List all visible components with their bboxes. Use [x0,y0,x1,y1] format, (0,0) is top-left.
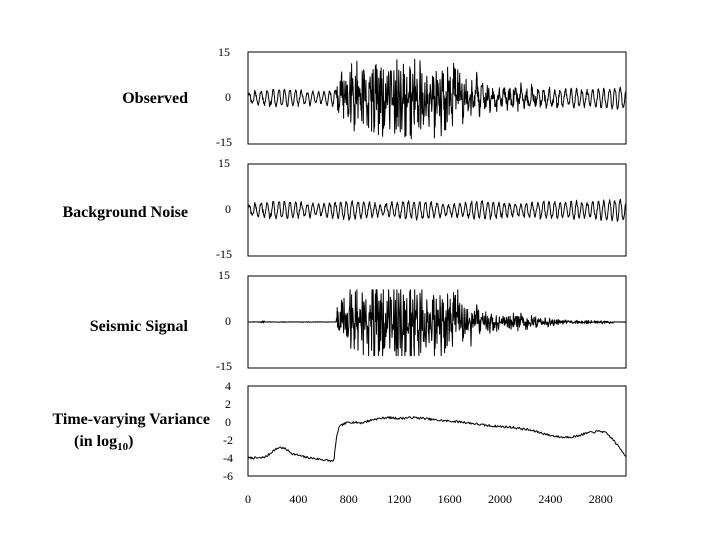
panel-time-varying-variance: Time-varying Variance (in log10) 4 2 0 -2 -4… [53,379,627,506]
variance-xtick: 2400 [538,492,562,506]
trace-seismic-signal [247,289,626,357]
ytick-observed-bottom: -15 [216,135,232,149]
ytick-observed-top: 15 [218,45,230,59]
trace-background-noise [247,198,627,222]
plot-frame-observed [247,51,627,145]
ytick-observed-mid: 0 [225,90,231,104]
variance-xtick: 2000 [488,492,512,506]
variance-xtick: 2800 [589,492,613,506]
trace-observed [247,58,627,140]
plot-frame-background-noise [247,163,627,257]
panel-label-variance-sub: (in log10) [74,433,133,453]
variance-xtick: 800 [340,492,358,506]
panel-label-variance: Time-varying Variance [53,411,210,428]
variance-xtick: 1600 [438,492,462,506]
variance-ytick: -2 [223,433,233,447]
ytick-noise-bottom: -15 [216,247,232,261]
variance-ytick: 2 [225,397,231,411]
panel-label-seismic-signal: Seismic Signal [90,318,189,335]
variance-xtick: 400 [289,492,307,506]
variance-ytick: 4 [225,379,231,393]
panel-observed: Observed 15 0 -15 [122,45,627,149]
ytick-noise-mid: 0 [225,202,231,216]
ytick-signal-top: 15 [218,268,230,282]
ytick-noise-top: 15 [218,156,230,170]
ytick-signal-bottom: -15 [216,359,232,373]
variance-sub-index: 10 [117,441,129,453]
panel-label-background-noise: Background Noise [62,204,188,221]
variance-ytick: -4 [223,451,233,465]
variance-xtick: 0 [245,492,251,506]
variance-sub-text: (in log [74,433,117,450]
panel-label-observed: Observed [122,90,188,107]
variance-yticks: 4 2 0 -2 -4 -6 [223,379,233,483]
trace-variance [247,416,627,463]
variance-xtick: 1200 [387,492,411,506]
variance-ytick: 0 [225,415,231,429]
variance-ytick: -6 [223,469,233,483]
panel-background-noise: Background Noise 15 0 -15 [62,156,627,261]
plot-frame-variance [247,385,627,477]
variance-sub-end: ) [128,433,133,450]
panel-seismic-signal: Seismic Signal 15 0 -15 [90,268,627,373]
ytick-signal-mid: 0 [225,314,231,328]
variance-xticks: 0 400 800 1200 1600 2000 2400 2800 [245,492,613,506]
